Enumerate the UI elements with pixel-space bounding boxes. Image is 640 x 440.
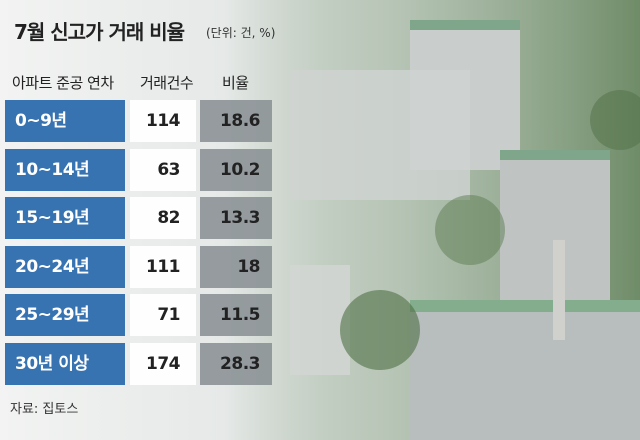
column-header: 아파트 준공 연차 (12, 74, 114, 92)
row-label: 30년 이상 (5, 343, 125, 385)
count-cell: 82 (130, 197, 196, 240)
row-label: 15~19년 (5, 197, 125, 240)
count-cell: 63 (130, 148, 196, 191)
ratio-cell: 10.2 (200, 148, 272, 191)
ratio-cell: 11.5 (200, 294, 272, 337)
row-label: 25~29년 (5, 294, 125, 337)
ratio-cell: 18 (200, 245, 272, 288)
source: 자료: 집토스 (10, 402, 79, 417)
ratio-cell: 13.3 (200, 197, 272, 240)
row-label: 0~9년 (5, 100, 125, 142)
column-header: 거래건수 (140, 74, 194, 92)
ratio-cell: 28.3 (200, 343, 272, 385)
count-cell: 174 (130, 343, 196, 385)
row-label: 20~24년 (5, 245, 125, 288)
title: 7월 신고가 거래 비율 (14, 20, 185, 44)
count-cell: 71 (130, 294, 196, 337)
row-label: 10~14년 (5, 148, 125, 191)
ratio-cell: 18.6 (200, 100, 272, 142)
count-cell: 111 (130, 245, 196, 288)
unit-note: (단위: 건, %) (206, 26, 276, 40)
column-header: 비율 (222, 74, 249, 92)
count-cell: 114 (130, 100, 196, 142)
